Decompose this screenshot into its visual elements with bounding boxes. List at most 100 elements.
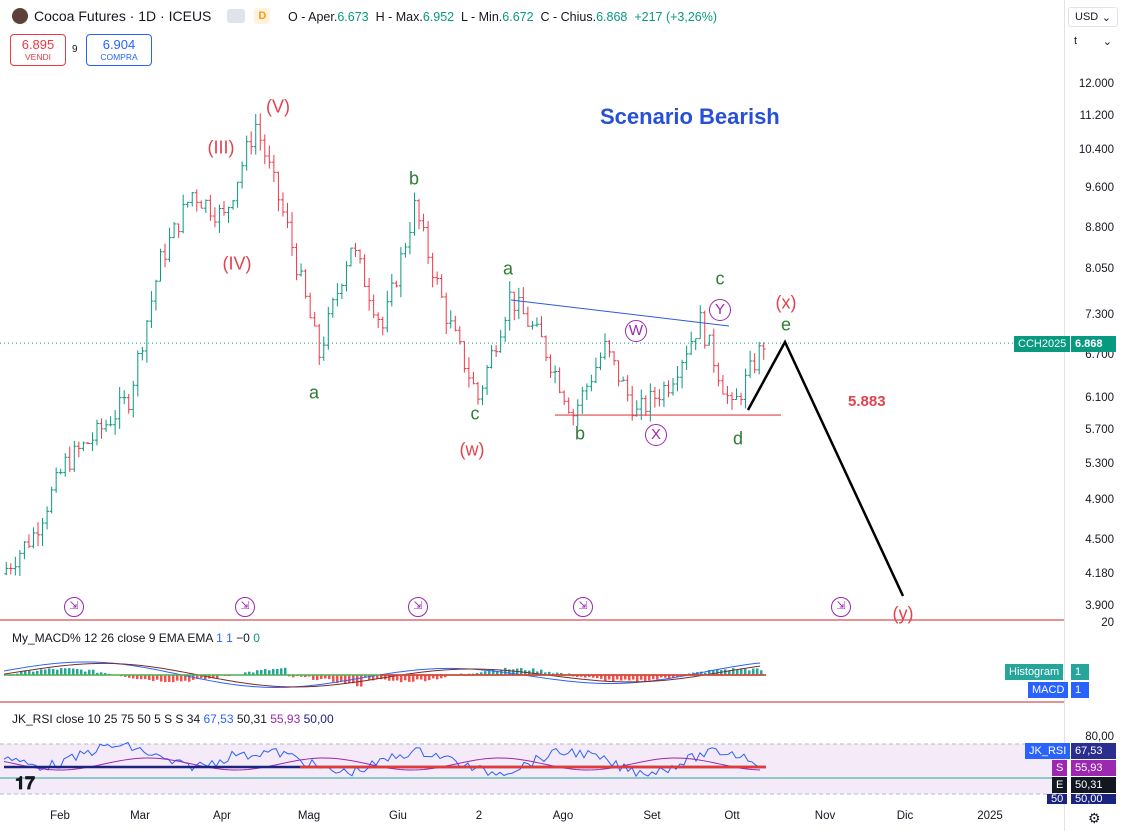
macd-histogram-bar [124,675,127,677]
time-tick-label: Nov [814,810,836,822]
unit-select[interactable]: t ⌄ [1074,35,1112,48]
macd-signal-line [3,662,761,688]
eye-toggle-icon[interactable] [227,9,246,23]
price-chart[interactable] [0,0,1064,831]
price-tick-label: 8.800 [1085,222,1114,235]
macd-histogram-bar [664,675,667,678]
macd-histogram-bar [216,675,219,679]
macd-histogram-bar [444,675,447,678]
events-arrow-icon[interactable]: ⇲ [573,597,593,617]
macd-histogram-bar [184,675,187,681]
macd-histogram-bar [260,669,263,675]
wave-label: (y) [892,603,914,624]
macd-histogram-bar [320,675,323,679]
time-tick-label: Apr [213,810,231,822]
macd-legend[interactable]: My_MACD% 12 26 close 9 EMA EMA 1 1 −0 0 [12,631,260,645]
macd-histogram-bar [276,669,279,675]
price-tick-label: 10.400 [1078,144,1114,157]
price-tick-label: 8.050 [1085,263,1114,276]
wave-label: (w) [459,439,485,460]
macd-histogram-bar [344,675,347,684]
macd-histogram-bar [332,675,335,682]
wave-label: (III) [207,137,235,158]
buy-button[interactable]: 6.904 COMPRA [86,34,152,66]
macd-histogram-bar [752,668,755,675]
settings-gear-icon[interactable]: ⚙ [1088,810,1101,826]
macd-histogram-bar [100,672,103,675]
price-axis[interactable]: USD ⌄ t ⌄ 12.000 11.200 10.400 9.600 8.800 8.05… [1064,0,1122,831]
time-tick-label: Mar [130,810,150,822]
macd-histogram-bar [148,675,151,681]
rsi-value: 67,53 [1071,743,1116,759]
macd-histogram-bar [96,672,99,675]
macd-histogram-bar [568,673,571,675]
macd-histogram-bar [280,668,283,675]
delay-badge[interactable]: D [254,8,271,24]
macd-histogram-bar [24,670,27,675]
macd-histogram-bar [640,675,643,680]
macd-histogram-bar [484,671,487,675]
macd-histogram-bar [704,672,707,675]
events-arrow-icon[interactable]: ⇲ [235,597,255,617]
macd-histogram-bar [176,675,179,681]
macd-histogram-bar [132,675,135,679]
macd-histogram-bar [376,675,379,679]
rsi-band [0,744,1064,794]
macd-histogram-bar [420,675,423,680]
macd-histogram-bar [44,669,47,675]
macd-histogram-bar [508,669,511,675]
macd-histogram-bar [340,675,343,682]
macd-histogram-bar [180,675,183,682]
wave-label: e [780,314,792,335]
macd-histogram-bar [68,668,71,675]
price-tick-label: 5.700 [1085,423,1114,436]
macd-histogram-bar [72,668,75,675]
wave-circle-label: W [625,320,647,342]
events-arrow-icon[interactable]: ⇲ [831,597,851,617]
wave-label: c [470,403,480,424]
wave-label: c [715,268,725,289]
macd-histogram-bar [292,675,295,678]
rsi-legend[interactable]: JK_RSI close 10 25 75 50 5 S S 34 67,53 … [12,712,334,726]
macd-histogram-bar [364,675,367,678]
macd-histogram-bar [300,675,303,677]
events-arrow-icon[interactable]: ⇲ [64,597,84,617]
sell-button[interactable]: 6.895 VENDI [10,34,66,66]
currency-select[interactable]: USD ⌄ [1068,7,1118,27]
macd-histogram-bar [512,669,515,675]
macd-histogram-bar [744,668,747,675]
macd-histogram-bar [400,675,403,683]
symbol-title[interactable]: Cocoa Futures · 1D · ICEUS [34,8,212,24]
rsi-e-value: 50,31 [1071,777,1116,793]
tradingview-logo: 𝟏𝟕 [15,773,36,793]
symbol-tag: CCH2025 [1014,336,1071,352]
macd-histogram-bar [156,675,159,680]
price-tick-label: 3.900 [1085,600,1114,612]
macd-histogram-bar [628,675,631,681]
macd-histogram-bar [496,671,499,675]
macd-histogram-bar [200,675,203,679]
macd-histogram-bar [48,668,51,675]
macd-histogram-bar [644,675,647,682]
price-tick-label: 4.500 [1085,533,1114,546]
events-arrow-icon[interactable]: ⇲ [408,597,428,617]
macd-histogram-bar [560,673,563,675]
macd-histogram-bar [584,675,587,678]
macd-histogram-bar [136,675,139,680]
macd-histogram-bar [88,669,91,675]
rsi-l-tag: 50 [1047,794,1068,804]
macd-histogram-bar [732,668,735,675]
candlestick-series [4,113,766,576]
macd-histogram-bar [372,675,375,681]
macd-histogram-bar [716,669,719,675]
last-price-tag: 6.868 [1071,336,1116,352]
histogram-value: 1 [1071,664,1089,680]
macd-histogram-bar [760,670,763,675]
symbol-header[interactable]: Cocoa Futures · 1D · ICEUS D [12,8,271,24]
macd-histogram-bar [256,670,259,675]
macd-histogram-bar [596,675,599,679]
macd-histogram-bar [540,669,543,675]
macd-histogram-bar [504,667,507,675]
macd-histogram-bar [324,675,327,679]
